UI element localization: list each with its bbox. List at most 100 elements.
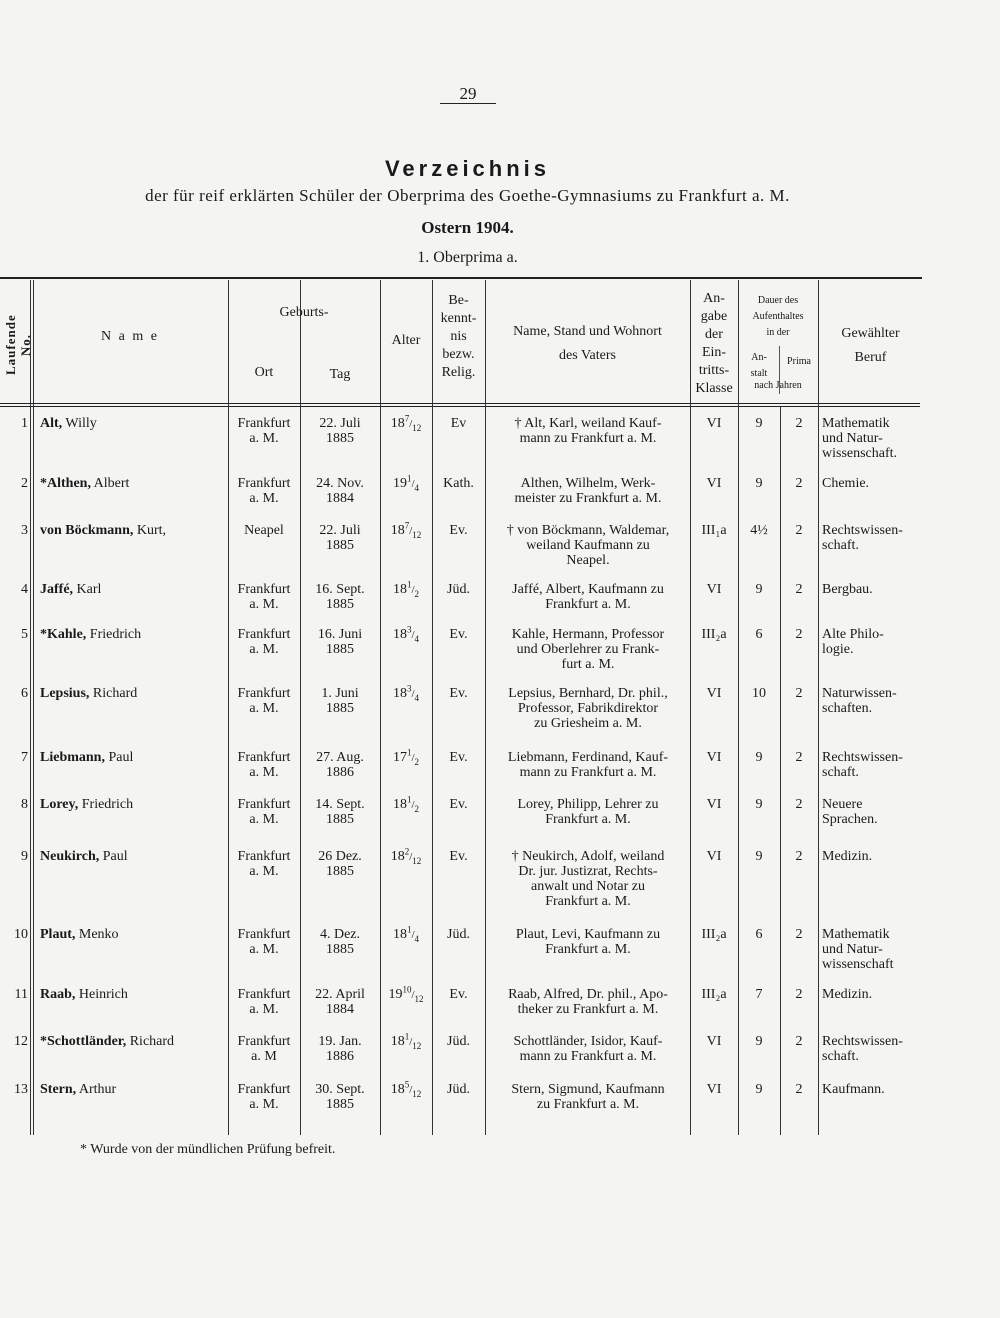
father-info-line: Liebmann, Ferdinand, Kauf-: [507, 750, 669, 765]
religion: Ev.: [449, 987, 468, 1002]
entry-class: III₁a: [701, 523, 727, 538]
age-fraction-numerator: 2: [404, 846, 410, 857]
birth-place: Frankfurt a. M.: [228, 927, 300, 957]
religion: Ev.: [449, 523, 468, 538]
age: 187/12: [380, 414, 432, 432]
fraction-slash: /: [411, 688, 415, 700]
age-years: 18: [392, 797, 407, 812]
birth-date-line: 4. Dez.: [319, 927, 361, 942]
birth-date-line: 1885: [326, 942, 354, 957]
chosen-profession: Mathematik und Natur-wissenschaft.: [822, 416, 927, 461]
student-first-name: Willy: [62, 416, 97, 431]
birth-place-line: Frankfurt: [237, 416, 291, 431]
student-first-name: Arthur: [76, 1082, 117, 1097]
age-fraction-denominator: 2: [414, 756, 420, 767]
student-first-name: Paul: [104, 750, 134, 765]
years-in-prima: 2: [795, 987, 803, 1002]
birth-date-line: 22. April: [315, 987, 365, 1002]
header-profession-line: Gewählter: [841, 326, 900, 341]
document-title: Verzeichnis: [384, 156, 551, 181]
student-surname: Neukirch,: [40, 849, 100, 864]
age-fraction-denominator: 12: [412, 1040, 422, 1051]
years-at-school: 9: [755, 476, 763, 491]
student-surname: *Schottländer,: [40, 1034, 127, 1049]
birth-date-line: 14. Sept.: [315, 797, 365, 812]
header-father-line: des Vaters: [559, 348, 616, 363]
birth-date-line: 1885: [326, 864, 354, 879]
father-info-line: Jaffé, Albert, Kaufmann zu: [512, 582, 664, 597]
student-surname: Plaut,: [40, 927, 76, 942]
birth-place-line: Frankfurt: [237, 476, 291, 491]
years-at-school: 9: [755, 1082, 763, 1097]
chosen-profession: Naturwissen-schaften.: [822, 686, 927, 716]
birth-place-line: a. M: [251, 1049, 277, 1064]
birth-place: Frankfurt a. M.: [228, 849, 300, 879]
chosen-profession-line: Medizin.: [822, 987, 873, 1002]
header-entry-class-line: gabe: [700, 309, 728, 324]
column-rule: [485, 280, 486, 1135]
years-in-prima: 2: [795, 750, 803, 765]
age-years: 18: [392, 582, 407, 597]
birth-date: 27. Aug. 1886: [300, 750, 380, 780]
row-number: 7: [21, 750, 28, 765]
header-profession-line: Beruf: [854, 350, 887, 365]
birth-place-line: Neapel: [244, 523, 284, 538]
religion: Ev.: [449, 849, 468, 864]
header-father-line: Name, Stand und Wohnort: [513, 324, 662, 339]
birth-place-line: Frankfurt: [237, 797, 291, 812]
birth-place-line: a. M.: [249, 431, 279, 446]
age-fraction-numerator: 1: [406, 747, 412, 758]
years-in-prima: 2: [795, 416, 803, 431]
header-religion-line: bezw.: [442, 347, 475, 362]
father-info-line: Althen, Wilhelm, Werk-: [520, 476, 656, 491]
row-number: 3: [21, 523, 28, 538]
birth-date-line: 22. Juli: [319, 416, 361, 431]
years-at-school: 9: [755, 582, 763, 597]
age-fraction-numerator: 3: [406, 683, 412, 694]
birth-place-line: Frankfurt: [237, 582, 291, 597]
years-in-prima: 2: [795, 476, 803, 491]
student-name: Jaffé, Karl: [40, 582, 230, 597]
header-father: Name, Stand und Wohnort des Vaters: [485, 320, 690, 368]
birth-date-line: 1885: [326, 431, 354, 446]
age-fraction-denominator: 4: [414, 933, 420, 944]
column-rule: [300, 280, 301, 1135]
entry-class: VI: [706, 1082, 722, 1097]
age-years: 18: [390, 849, 405, 864]
age: 181/2: [380, 580, 432, 598]
age-fraction-numerator: 3: [406, 624, 412, 635]
student-surname: Liebmann,: [40, 750, 105, 765]
entry-class: VI: [706, 849, 722, 864]
birth-place: Frankfurt a. M: [228, 1034, 300, 1064]
header-entry-class-line: An-: [703, 291, 725, 306]
father-info: Althen, Wilhelm, Werk-meister zu Frankfu…: [490, 476, 686, 506]
birth-place: Neapel: [228, 523, 300, 538]
entry-class: III₂a: [701, 927, 727, 942]
birth-date: 4. Dez. 1885: [300, 927, 380, 957]
father-info-line: mann zu Frankfurt a. M.: [519, 765, 657, 780]
age-years: 17: [392, 750, 407, 765]
years-in-prima: 2: [795, 927, 803, 942]
header-entry-class: An- gabe der Ein- tritts- Klasse: [690, 290, 738, 398]
header-alter: Alter: [391, 333, 421, 348]
age-years: 18: [390, 1082, 405, 1097]
fraction-slash: /: [411, 629, 415, 641]
header-duration: Dauer des Aufenthaltes in der: [738, 293, 818, 341]
header-duration-line: in der: [766, 327, 790, 338]
student-surname: Lorey,: [40, 797, 79, 812]
age-fraction-numerator: 1: [406, 794, 412, 805]
birth-place-line: a. M.: [249, 812, 279, 827]
header-entry-class-line: Klasse: [695, 381, 733, 396]
entry-class: VI: [706, 686, 722, 701]
age-fraction-numerator: 1: [404, 1031, 410, 1042]
header-religion-line: Be-: [448, 293, 469, 308]
years-at-school: 9: [755, 750, 763, 765]
student-surname: Raab,: [40, 987, 76, 1002]
chosen-profession: Mathematik und Natur-wissenschaft: [822, 927, 927, 972]
header-profession: Gewählter Beruf: [818, 322, 923, 370]
fraction-slash: /: [411, 584, 415, 596]
birth-place: Frankfurt a. M.: [228, 582, 300, 612]
entry-class: III₂a: [701, 627, 727, 642]
chosen-profession-line: schaften.: [822, 701, 873, 716]
age: 181/2: [380, 794, 432, 813]
